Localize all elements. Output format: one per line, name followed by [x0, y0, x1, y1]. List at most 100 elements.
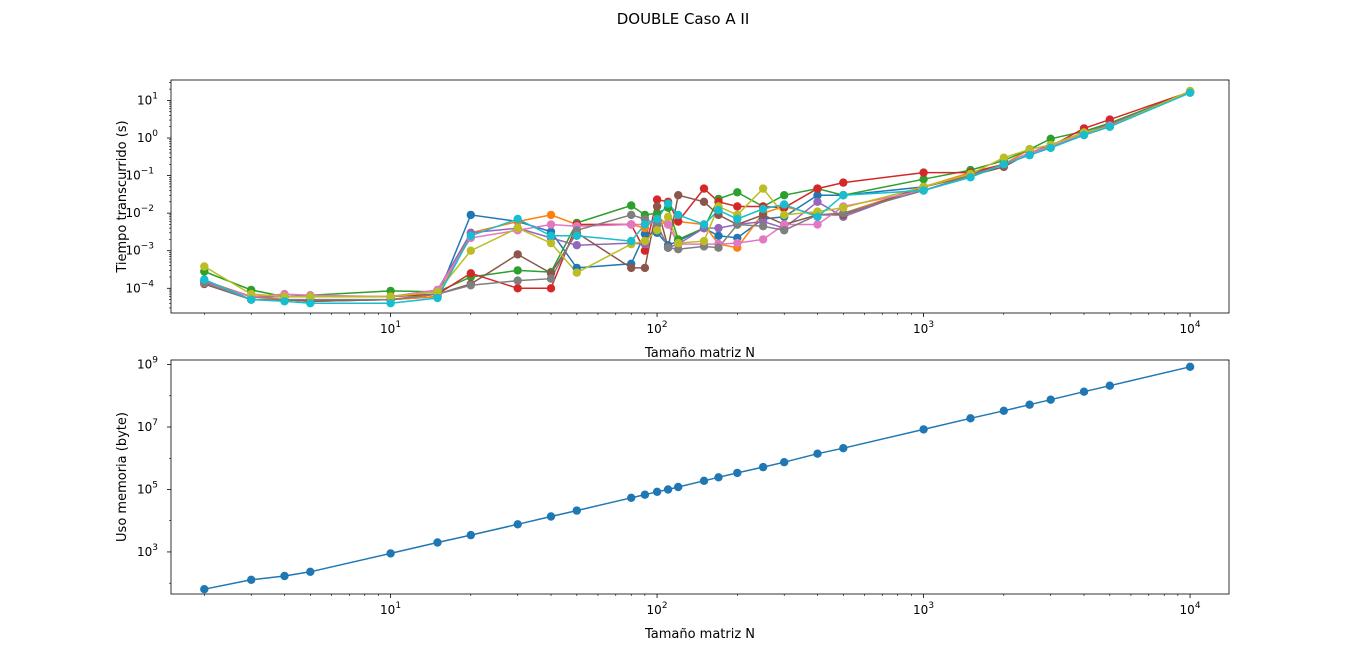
time-series-9-point: [999, 153, 1008, 162]
time-series-10-point: [839, 191, 848, 200]
memory-series-1-point: [280, 571, 289, 581]
time-series-8-point: [627, 210, 636, 220]
time-series-6-point: [699, 197, 709, 206]
time-series-9-point: [200, 262, 209, 271]
time-series-9-point: [652, 226, 662, 235]
time-x-tick-label: 101: [380, 320, 401, 336]
time-series-10-point: [652, 214, 662, 224]
time-series-5-point: [813, 197, 822, 206]
time-series-10-point: [966, 173, 975, 182]
time-series-10-point: [919, 186, 928, 195]
time-series-5-line: [204, 91, 1191, 298]
memory-y-tick-label: 107: [137, 418, 158, 434]
memory-series-1-point: [663, 485, 673, 494]
time-series-4-point: [652, 195, 662, 204]
memory-y-tick-label: 103: [137, 543, 158, 559]
time-series-10-point: [247, 295, 256, 304]
time-series-4-point: [813, 184, 822, 193]
time-series-10-point: [200, 275, 209, 284]
time-series-10-point: [674, 210, 683, 220]
memory-y-axis-label: Uso memoria (byte): [115, 412, 130, 542]
time-y-tick-label: 101: [137, 91, 158, 107]
time-series-9-point: [572, 268, 581, 277]
time-series-6-point: [652, 202, 662, 211]
memory-series-1-point: [200, 585, 209, 594]
memory-series-1-line: [204, 366, 1191, 590]
memory-series-1-point: [919, 425, 928, 434]
time-series-10-point: [433, 293, 442, 303]
time-series-9-point: [433, 287, 442, 297]
time-series-7-point: [813, 220, 822, 229]
memory-series-1-point: [1046, 395, 1055, 404]
time-series-5-point: [572, 241, 581, 250]
time-series-9-point: [839, 203, 848, 212]
time-series-10-point: [813, 212, 822, 221]
memory-series-1-point: [627, 493, 636, 502]
memory-series-1-point: [733, 468, 742, 478]
time-series-8-point: [758, 222, 768, 231]
time-series-7-point: [758, 235, 768, 244]
time-series-9-point: [780, 210, 789, 220]
time-series-4-point: [466, 269, 475, 278]
time-series-8-point: [546, 274, 556, 283]
time-series-9-point: [1025, 145, 1034, 154]
time-series-8-point: [513, 276, 522, 285]
memory-y-tick-label: 105: [137, 480, 158, 496]
time-series-4-point: [546, 284, 556, 293]
time-series-10-point: [280, 297, 289, 306]
memory-series-1-point: [386, 549, 395, 558]
time-series-9-line: [203, 90, 1191, 298]
time-series-6-point: [674, 191, 683, 200]
time-series-10-point: [466, 231, 475, 240]
time-series-10-line: [204, 92, 1191, 304]
time-series-10-point: [780, 200, 789, 209]
time-series-8-point: [674, 245, 683, 254]
memory-series-1-point: [572, 506, 581, 515]
time-series-7-point: [733, 238, 742, 248]
figure-title: DOUBLE Caso A II: [616, 10, 750, 28]
time-series-4-point: [733, 202, 742, 211]
time-series-9-point: [306, 292, 315, 301]
memory-series-1-point: [513, 520, 522, 529]
time-series-9-point: [674, 238, 683, 248]
time-series-6-point: [758, 210, 768, 220]
time-series-10-point: [1046, 143, 1055, 152]
time-series-6-point: [627, 263, 636, 273]
memory-series-1-point: [813, 449, 822, 458]
memory-series-1-point: [674, 482, 683, 492]
time-series-1-point: [466, 210, 475, 220]
time-series-7-point: [546, 220, 556, 229]
time-series-10-point: [1025, 150, 1034, 160]
memory-axes-frame: [170, 359, 1230, 595]
time-series-8-point: [663, 243, 673, 252]
memory-series-1-point: [1025, 400, 1034, 409]
memory-x-tick-label: 104: [1180, 601, 1201, 617]
time-series-3-point: [513, 266, 522, 275]
time-series-4-line: [204, 91, 1191, 298]
memory-series-1-point: [999, 406, 1008, 415]
memory-x-tick-label: 101: [380, 601, 401, 617]
time-series-10-point: [1185, 88, 1195, 98]
time-series-10-point: [1079, 130, 1089, 140]
time-series-3-point: [652, 209, 662, 218]
time-series-4-point: [919, 168, 928, 177]
memory-series-1-point: [1079, 387, 1089, 396]
time-series-3-point: [1046, 134, 1055, 143]
time-x-axis-label: Tamaño matriz N: [644, 346, 755, 361]
time-series-4-point: [699, 184, 709, 193]
time-chart: 101 102 103 10410−410−310−210−1100101Tamaño…: [115, 79, 1230, 361]
time-series-10-point: [1105, 122, 1115, 131]
memory-x-tick-label: 102: [647, 601, 668, 617]
time-series-1-point: [714, 231, 723, 240]
time-series-6-point: [513, 250, 522, 259]
time-series-2-point: [546, 210, 556, 220]
time-series-8-point: [466, 281, 475, 290]
time-series-4-point: [640, 246, 650, 255]
time-series-9-point: [466, 246, 475, 255]
time-series-4-point: [674, 217, 683, 226]
time-series-4-point: [839, 178, 848, 187]
memory-series-1-point: [546, 512, 556, 521]
memory-series-1-point: [699, 476, 709, 485]
time-series-8-point: [780, 226, 789, 235]
time-series-1-point: [640, 229, 650, 239]
